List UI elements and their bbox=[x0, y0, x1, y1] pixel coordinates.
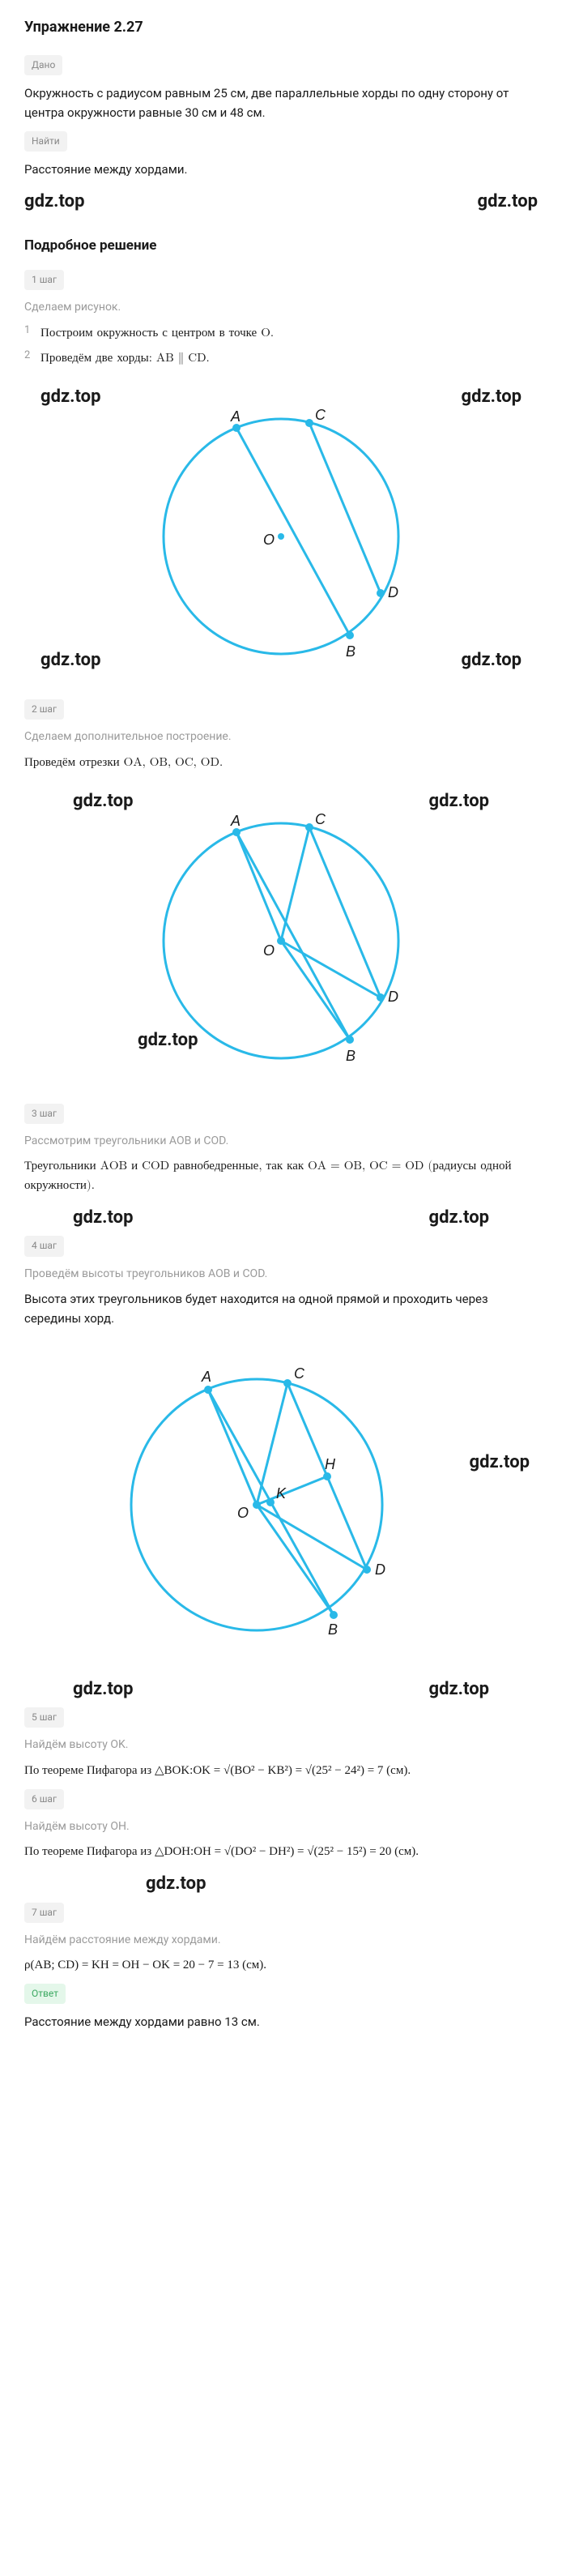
watermark-text: gdz.top bbox=[73, 1203, 133, 1232]
step5-intro: Найдём высоту OK. bbox=[24, 1736, 538, 1754]
list-num: 2 bbox=[24, 348, 30, 365]
circle-diagram-3: A B C D O K H bbox=[111, 1343, 451, 1651]
step2-text: Проведём отрезки OA, OB, OC, OD. bbox=[24, 753, 538, 772]
step5-formula: По теореме Пифагора из △BOK:OK = √(BO² −… bbox=[24, 1761, 538, 1780]
list-text: Проведём две хорды: AB ∥ CD. bbox=[40, 352, 210, 364]
svg-text:C: C bbox=[294, 1365, 305, 1382]
circle-diagram-2: A B C D O bbox=[127, 787, 435, 1079]
step-badge: 5 шаг bbox=[24, 1707, 64, 1728]
find-badge: Найти bbox=[24, 131, 67, 152]
svg-text:A: A bbox=[230, 408, 241, 425]
watermark-text: gdz.top bbox=[429, 787, 489, 815]
svg-text:B: B bbox=[346, 1048, 356, 1064]
diagram-2: gdz.top gdz.top gdz.top A B C D O bbox=[24, 787, 538, 1079]
step1-intro: Сделаем рисунок. bbox=[24, 298, 538, 316]
watermark-text: gdz.top bbox=[462, 382, 522, 411]
step-badge: 6 шаг bbox=[24, 1789, 64, 1809]
watermark-text: gdz.top bbox=[40, 646, 100, 674]
svg-text:D: D bbox=[388, 989, 398, 1005]
step-badge: 3 шаг bbox=[24, 1104, 64, 1124]
watermark-row: gdz.top gdz.top bbox=[24, 1203, 538, 1232]
watermark-text: gdz.top bbox=[40, 382, 100, 411]
svg-text:K: K bbox=[276, 1485, 287, 1502]
step7-formula: ρ(AB; CD) = KH = OH − OK = 20 − 7 = 13 (… bbox=[24, 1955, 538, 1975]
step-badge: 4 шаг bbox=[24, 1236, 64, 1256]
diagram-1: gdz.top gdz.top gdz.top gdz.top A B C D … bbox=[24, 382, 538, 674]
step-badge: 2 шаг bbox=[24, 699, 64, 720]
svg-text:O: O bbox=[237, 1505, 249, 1521]
step-badge: 7 шаг bbox=[24, 1903, 64, 1923]
solution-heading: Подробное решение bbox=[24, 235, 538, 257]
watermark-text: gdz.top bbox=[24, 187, 84, 216]
step4-intro: Проведём высоты треугольников AOB и COD. bbox=[24, 1265, 538, 1283]
svg-text:O: O bbox=[263, 942, 275, 959]
watermark-row: gdz.top gdz.top bbox=[24, 1675, 538, 1703]
given-badge: Дано bbox=[24, 55, 62, 75]
list-item: 2 Проведём две хорды: AB ∥ CD. bbox=[24, 348, 538, 368]
svg-text:D: D bbox=[375, 1561, 385, 1578]
svg-text:H: H bbox=[325, 1456, 336, 1472]
watermark-text: gdz.top bbox=[429, 1675, 489, 1703]
step6-formula: По теореме Пифагора из △DOH:OH = √(DO² −… bbox=[24, 1842, 538, 1861]
step-badge: 1 шаг bbox=[24, 270, 64, 290]
step2-intro: Сделаем дополнительное построение. bbox=[24, 728, 538, 745]
watermark-text: gdz.top bbox=[478, 187, 538, 216]
svg-text:B: B bbox=[346, 643, 356, 660]
list-num: 1 bbox=[24, 323, 30, 340]
answer-text: Расстояние между хордами равно 13 см. bbox=[24, 2012, 538, 2031]
watermark-text: gdz.top bbox=[470, 1448, 530, 1476]
watermark-text: gdz.top bbox=[73, 787, 133, 815]
answer-badge: Ответ bbox=[24, 1984, 66, 2004]
svg-text:B: B bbox=[328, 1621, 338, 1638]
list-item: 1 Построим окружность с центром в точке O… bbox=[24, 323, 538, 343]
svg-text:C: C bbox=[315, 811, 326, 827]
watermark-row: gdz.top gdz.top bbox=[24, 187, 538, 216]
watermark-text: gdz.top bbox=[73, 1675, 133, 1703]
svg-text:A: A bbox=[201, 1369, 211, 1385]
step1-list: 1 Построим окружность с центром в точке O… bbox=[24, 323, 538, 368]
given-text: Окружность с радиусом равным 25 см, две … bbox=[24, 83, 538, 122]
svg-text:O: O bbox=[263, 532, 275, 548]
diagram-3: gdz.top A B C D O K H bbox=[24, 1343, 538, 1651]
step3-text: Треугольники AOB и COD равнобедренные, т… bbox=[24, 1156, 538, 1195]
find-text: Расстояние между хордами. bbox=[24, 160, 538, 179]
watermark-text: gdz.top bbox=[146, 1869, 206, 1898]
circle-diagram-1: A B C D O bbox=[127, 382, 435, 674]
page-title: Упражнение 2.27 bbox=[24, 16, 538, 40]
watermark-row: gdz.top bbox=[24, 1869, 538, 1898]
watermark-text: gdz.top bbox=[429, 1203, 489, 1232]
svg-text:A: A bbox=[230, 813, 241, 829]
watermark-text: gdz.top bbox=[462, 646, 522, 674]
step3-intro: Рассмотрим треугольники AOB и COD. bbox=[24, 1132, 538, 1150]
step4-text: Высота этих треугольников будет находитс… bbox=[24, 1289, 538, 1328]
step6-intro: Найдём высоту OH. bbox=[24, 1818, 538, 1835]
list-text: Построим окружность с центром в точке O. bbox=[40, 327, 274, 339]
step7-intro: Найдём расстояние между хордами. bbox=[24, 1931, 538, 1949]
svg-text:D: D bbox=[388, 584, 398, 600]
svg-text:C: C bbox=[315, 407, 326, 423]
